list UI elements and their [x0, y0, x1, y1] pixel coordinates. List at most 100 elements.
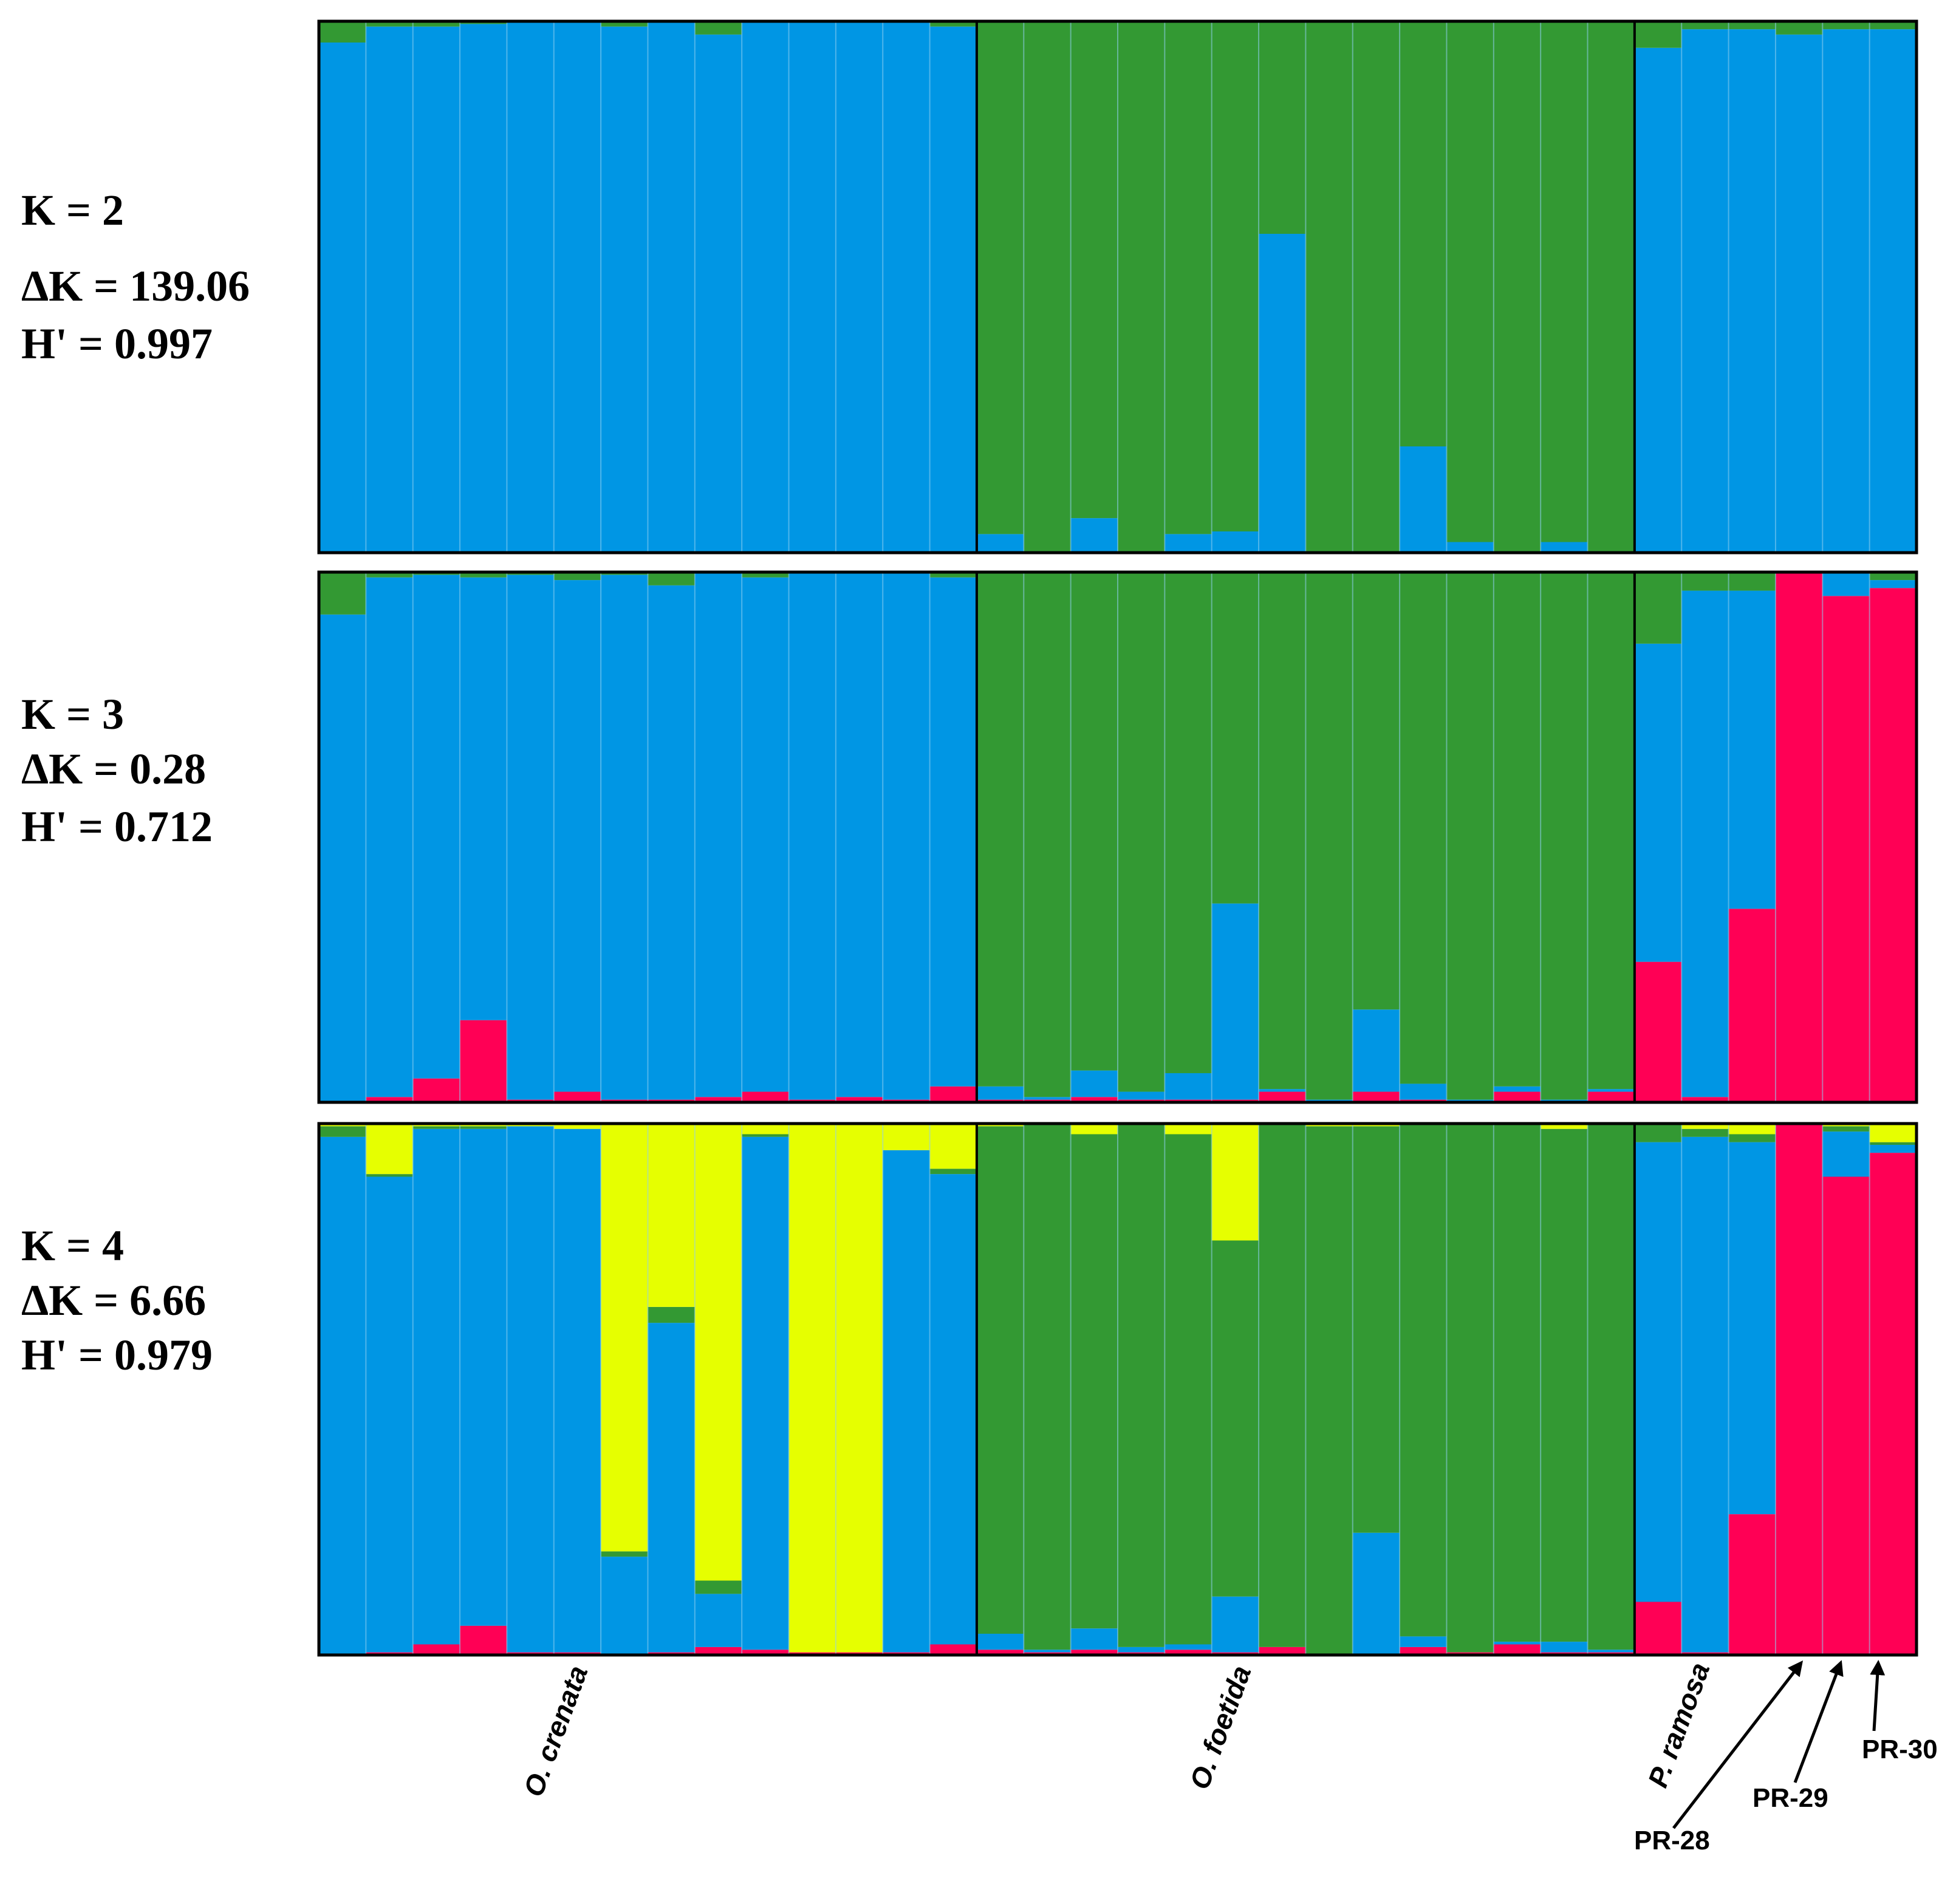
bar-segment-red: [1164, 1650, 1212, 1655]
bar-segment-red: [1634, 1602, 1682, 1655]
sample-annotation-label: PR-30: [1862, 1735, 1938, 1764]
bar-segment-green: [1634, 1124, 1682, 1142]
bar-segment-yellow: [835, 1124, 883, 1653]
bar-segment-blue: [648, 585, 696, 1100]
bar-segment-green: [1587, 572, 1635, 1090]
bar-segment-blue: [1211, 903, 1259, 1100]
bar-segment-green: [929, 1169, 977, 1175]
group-label: P. ramosa: [1641, 1659, 1715, 1792]
bar-segment-blue: [1400, 1636, 1448, 1647]
bar-segment-green: [1775, 21, 1823, 35]
bar-segment-blue: [883, 21, 931, 553]
bar-segment-green: [1822, 1126, 1870, 1132]
panel-frame: [317, 570, 1918, 1104]
bar-segment-blue: [1869, 1145, 1917, 1153]
bar-segment-red: [1775, 1124, 1823, 1655]
bar-segment-blue: [553, 580, 601, 1092]
bar-segment-blue: [1728, 590, 1776, 909]
bar-segment-blue: [1822, 572, 1870, 596]
bar-segment-red: [694, 1646, 742, 1656]
bar-segment-green: [929, 572, 977, 578]
bar-segment-green: [1493, 21, 1541, 553]
bar-segment-green: [1352, 21, 1400, 553]
bar-segment-blue: [319, 43, 366, 553]
bar-segment-blue: [1352, 1532, 1400, 1655]
bar-segment-red: [1869, 588, 1917, 1102]
bar-segment-green: [1024, 21, 1072, 553]
bar-segment-blue: [1493, 1086, 1541, 1092]
bar-segment-blue: [1211, 1596, 1259, 1653]
bar-segment-blue: [1164, 1644, 1212, 1650]
bar-segment-green: [976, 572, 1024, 1087]
bar-segment-red: [742, 1091, 790, 1102]
bar-segment-red: [1681, 1097, 1729, 1102]
bar-segment-blue: [1118, 1646, 1165, 1653]
bar-segment-red: [366, 1097, 414, 1102]
bar-segment-blue: [1024, 1097, 1072, 1100]
bar-segment-green: [1728, 21, 1776, 30]
bar-segment-blue: [507, 21, 555, 553]
bar-segment-green: [1164, 1134, 1212, 1645]
h-prime-label: H' = 0.997: [21, 319, 213, 368]
bar-segment-blue: [788, 21, 836, 553]
bar-segment-blue: [601, 575, 649, 1100]
bar-segment-red: [694, 1097, 742, 1102]
bar-segment-red: [929, 1644, 977, 1655]
bar-segment-green: [742, 1134, 790, 1137]
bar-segment-green: [1541, 1128, 1588, 1642]
bar-segment-blue: [460, 1128, 508, 1626]
bar-segment-blue: [601, 26, 649, 553]
bar-segment-green: [1211, 21, 1259, 531]
bar-segment-green: [1211, 572, 1259, 904]
bar-segment-green: [1259, 572, 1307, 1090]
bar-segment-blue: [976, 1634, 1024, 1650]
bar-segment-blue: [1024, 1650, 1072, 1653]
bar-segment-green: [1305, 21, 1353, 553]
bar-segment-green: [742, 572, 790, 578]
bar-segment-green: [976, 1126, 1024, 1634]
bar-segment-green: [1070, 1134, 1118, 1629]
sample-annotation-label: PR-28: [1634, 1826, 1710, 1855]
annotation-arrow: [1672, 1660, 1804, 1829]
bar-segment-blue: [976, 534, 1024, 553]
bar-segment-blue: [1400, 1083, 1448, 1100]
bar-segment-blue: [460, 577, 508, 1020]
group-label: O. foetida: [1183, 1662, 1257, 1793]
bar-segment-blue: [412, 1128, 460, 1645]
bar-segment-blue: [1493, 1642, 1541, 1645]
bar-segment-green: [1869, 21, 1917, 30]
annotation-arrow: [1870, 1660, 1886, 1732]
bar-segment-green: [1587, 1124, 1635, 1650]
bar-segment-blue: [1775, 34, 1823, 553]
bar-segment-green: [412, 1126, 460, 1129]
bar-segment-blue: [366, 26, 414, 553]
bar-segment-blue: [507, 1126, 555, 1653]
bar-segment-blue: [319, 1136, 366, 1656]
bar-segment-green: [1634, 572, 1682, 644]
bar-segment-yellow: [601, 1124, 649, 1552]
bar-segment-blue: [694, 34, 742, 553]
bar-segment-blue: [929, 1174, 977, 1645]
bar-segment-blue: [1541, 1642, 1588, 1653]
bar-segment-blue: [1869, 580, 1917, 589]
bar-segment-blue: [1728, 29, 1776, 553]
bar-segment-blue: [1164, 534, 1212, 553]
bar-segment-blue: [835, 21, 883, 553]
annotations-layer: O. crenata O. foetida P. ramosa PR-28 PR-29 P…: [518, 1659, 1938, 1855]
bar-segment-blue: [1869, 29, 1917, 553]
bar-segment-green: [929, 21, 977, 27]
bar-segment-green: [1728, 572, 1776, 591]
bar-segment-blue: [929, 577, 977, 1087]
bar-segment-blue: [1259, 234, 1307, 553]
bar-segment-blue: [553, 1128, 601, 1653]
bar-segment-yellow: [1681, 1124, 1729, 1129]
bar-segment-red: [1822, 596, 1870, 1102]
bar-segment-red: [1775, 572, 1823, 1102]
bar-segment-yellow: [1070, 1124, 1118, 1135]
bar-segment-green: [1869, 1142, 1917, 1145]
bar-segment-blue: [1164, 1073, 1212, 1100]
bar-segment-red: [460, 1020, 508, 1102]
bar-segment-green: [1259, 1124, 1307, 1647]
bar-segment-green: [1024, 1124, 1072, 1650]
bar-segment-yellow: [694, 1124, 742, 1581]
